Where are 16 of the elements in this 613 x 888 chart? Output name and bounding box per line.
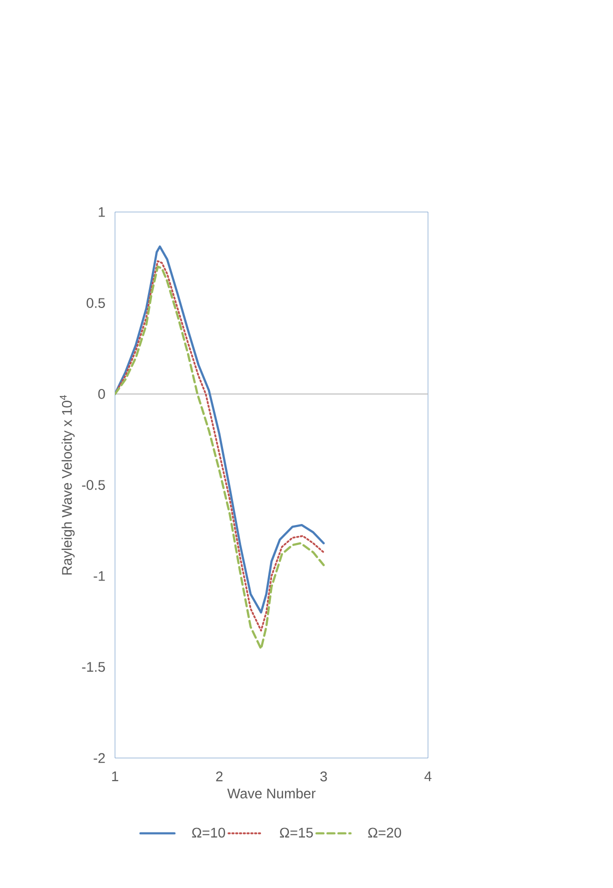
x-tick-label: 1 [112,771,118,782]
y-tick-label: 0 [98,389,105,399]
y-axis-title: Rayleigh Wave Velocity x 10$^{4}$ [60,395,75,575]
x-tick-label: 2 [216,771,223,782]
y-tick-label: -1.5 [82,662,105,672]
legend-label: Ω=20 [368,828,402,838]
x-axis-title: Wave Number [227,788,316,798]
legend-label: Ω=10 [192,828,226,838]
x-tick-label: 3 [320,771,327,782]
legend-label: Ω=15 [280,828,313,838]
y-tick-label: 0.5 [86,298,105,308]
y-tick-label: 1 [98,207,105,217]
y-tick-label: -1 [94,571,105,581]
y-tick-label: -0.5 [82,480,105,490]
x-tick-label: 4 [424,771,432,782]
y-tick-label: -2 [94,753,105,763]
